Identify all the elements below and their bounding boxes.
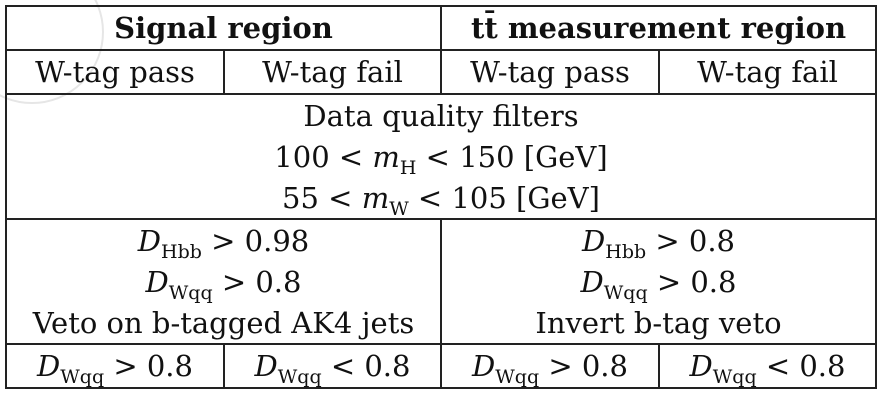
ttbar-wtag-fail-header: W-tag fail [658, 49, 877, 95]
c2-sub: Wqq [277, 366, 322, 388]
ttbar-region-header: tt̄ measurement region [440, 5, 877, 51]
wtag-cuts-row: DWqq > 0.8 DWqq < 0.8 DWqq > 0.8 DWqq < … [5, 343, 877, 389]
subheader-row: W-tag pass W-tag fail W-tag pass W-tag f… [5, 49, 877, 95]
signal-wqq-var: D [145, 265, 169, 299]
mass-h-sub: H [399, 157, 417, 179]
signal-hbb-rhs: > 0.98 [201, 224, 310, 258]
c3-var: D [472, 349, 496, 383]
ttbar-wtag-fail-cut: DWqq < 0.8 [658, 343, 877, 389]
region-cuts-row: DHbb > 0.98 DWqq > 0.8 Veto on b-tagged … [5, 218, 877, 345]
signal-hbb-sub: Hbb [161, 241, 202, 263]
mass-h-cut: 100 < mH < 150 [GeV] [7, 136, 875, 179]
signal-cuts-cell: DHbb > 0.98 DWqq > 0.8 Veto on b-tagged … [5, 218, 442, 345]
mass-w-upper: < 105 [GeV] [408, 181, 600, 215]
selection-table: Signal region tt̄ measurement region W-t… [5, 5, 877, 389]
mass-h-lower: 100 < [274, 140, 373, 174]
ttbar-wqq-cut: DWqq > 0.8 [442, 261, 875, 304]
ttbar-hbb-var: D [581, 224, 606, 258]
header-row: Signal region tt̄ measurement region [5, 5, 877, 51]
c1-rhs: > 0.8 [104, 349, 193, 383]
ttbar-region-title: measurement region [497, 11, 847, 45]
signal-btag-veto: Veto on b-tagged AK4 jets [32, 306, 415, 340]
ttbar-hbb-rhs: > 0.8 [646, 224, 736, 258]
mass-h-upper: < 150 [GeV] [416, 140, 608, 174]
mass-w-sub: W [389, 198, 409, 220]
signal-hbb-cut: DHbb > 0.98 [7, 220, 440, 263]
signal-region-header: Signal region [5, 5, 442, 51]
ttbar-symbol: tt̄ [470, 11, 498, 45]
ttbar-wtag-pass-cut: DWqq > 0.8 [440, 343, 660, 389]
signal-wqq-cut: DWqq > 0.8 [7, 261, 440, 304]
ttbar-btag-invert: Invert b-tag veto [535, 306, 782, 340]
signal-wtag-fail-cut: DWqq < 0.8 [223, 343, 442, 389]
signal-hbb-var: D [137, 224, 162, 258]
ttbar-wqq-var: D [580, 265, 604, 299]
signal-wqq-sub: Wqq [168, 282, 213, 304]
signal-region-title: Signal region [114, 11, 333, 45]
c4-var: D [689, 349, 713, 383]
c3-sub: Wqq [495, 366, 540, 388]
mass-h-var: m [372, 140, 400, 174]
c3-rhs: > 0.8 [539, 349, 628, 383]
ttbar-hbb-sub: Hbb [605, 241, 647, 263]
signal-wtag-pass-header: W-tag pass [5, 49, 225, 95]
data-quality-filters: Data quality filters [303, 99, 579, 133]
c4-sub: Wqq [712, 366, 757, 388]
mass-w-lower: 55 < [282, 181, 362, 215]
c2-rhs: < 0.8 [321, 349, 411, 383]
c1-var: D [37, 349, 61, 383]
signal-wtag-pass-cut: DWqq > 0.8 [5, 343, 225, 389]
c4-rhs: < 0.8 [756, 349, 846, 383]
ttbar-wqq-sub: Wqq [603, 282, 648, 304]
ttbar-wqq-rhs: > 0.8 [647, 265, 737, 299]
signal-wtag-fail-header: W-tag fail [223, 49, 442, 95]
signal-wqq-rhs: > 0.8 [212, 265, 302, 299]
ttbar-wtag-pass-header: W-tag pass [440, 49, 660, 95]
c1-sub: Wqq [60, 366, 105, 388]
mass-w-var: m [361, 181, 390, 215]
mass-w-cut: 55 < mW < 105 [GeV] [7, 177, 875, 220]
c2-var: D [254, 349, 278, 383]
ttbar-cuts-cell: DHbb > 0.8 DWqq > 0.8 Invert b-tag veto [440, 218, 877, 345]
ttbar-hbb-cut: DHbb > 0.8 [442, 220, 875, 263]
common-cuts-row: Data quality filters 100 < mH < 150 [GeV… [5, 93, 877, 220]
common-cuts-cell: Data quality filters 100 < mH < 150 [GeV… [5, 93, 877, 220]
